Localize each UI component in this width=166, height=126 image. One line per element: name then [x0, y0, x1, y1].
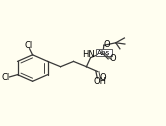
- Bar: [96, 49, 112, 56]
- Text: Cl: Cl: [25, 41, 33, 50]
- Text: O: O: [110, 54, 116, 63]
- Text: O: O: [104, 40, 110, 49]
- Text: Abs: Abs: [97, 50, 111, 56]
- Text: OH: OH: [94, 77, 107, 86]
- Text: Cl: Cl: [1, 73, 9, 82]
- Text: HN: HN: [82, 50, 95, 59]
- Text: O: O: [99, 73, 106, 82]
